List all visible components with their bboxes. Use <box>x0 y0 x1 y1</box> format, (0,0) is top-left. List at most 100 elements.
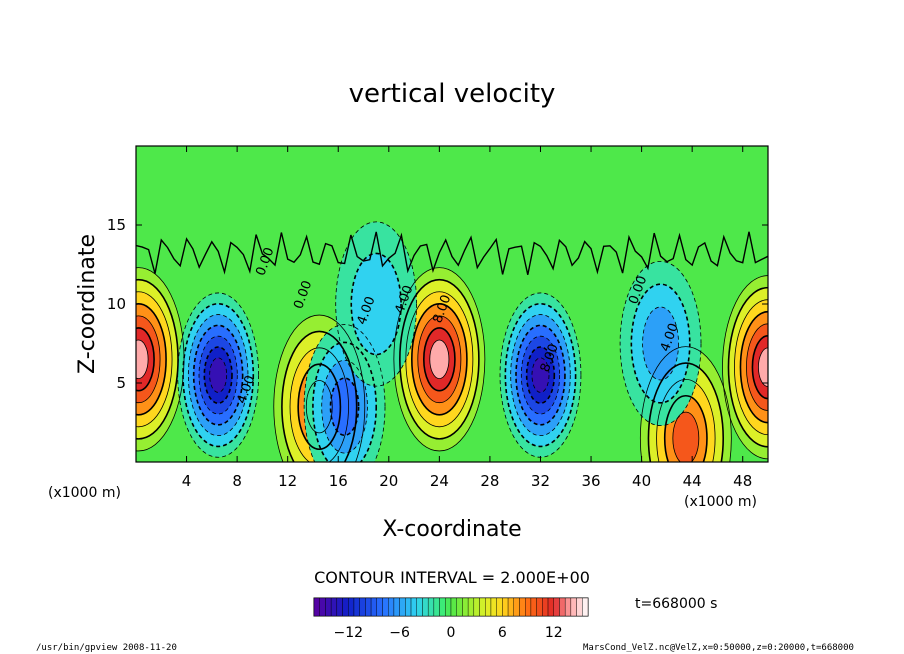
contour-line <box>393 267 486 452</box>
field-cell <box>531 357 549 393</box>
contour-line <box>335 221 418 387</box>
contour-line <box>303 324 386 462</box>
colorbar-segment <box>422 597 429 617</box>
x-tick-label: 40 <box>632 472 651 490</box>
contour-line <box>136 315 161 404</box>
y-tick-label: 10 <box>107 295 126 313</box>
contour-line <box>399 278 480 440</box>
y-tick-label: 5 <box>116 374 126 392</box>
contour-line <box>727 286 768 448</box>
contour-line <box>182 302 255 448</box>
contour-line <box>203 346 233 405</box>
colorbar-segment <box>456 597 463 617</box>
contour-line <box>136 267 185 452</box>
y-axis-label: Z-coordinate <box>75 234 100 374</box>
colorbar-segment <box>576 597 583 617</box>
contour-line <box>417 315 462 404</box>
colorbar-segment <box>519 597 526 617</box>
field-cell <box>209 357 227 393</box>
contour-line <box>281 330 358 462</box>
colorbar-segment <box>359 597 366 617</box>
field-cell <box>642 306 679 381</box>
colorbar-segment <box>467 597 475 617</box>
colorbar-segment <box>353 597 360 617</box>
contour-line <box>525 346 556 405</box>
contour-line <box>305 380 333 434</box>
colorbar-segment <box>336 597 343 617</box>
contour-line <box>209 357 228 393</box>
contour-line <box>187 314 249 437</box>
colorbar-segment <box>445 597 452 617</box>
footer-right: MarsCond_VelZ.nc@VelZ,x=0:50000,z=0:2000… <box>583 643 854 653</box>
x-tick-label: 36 <box>581 472 600 490</box>
field-cell <box>136 340 149 379</box>
colorbar-segment <box>462 597 469 617</box>
contour-line <box>136 291 173 428</box>
contour-line <box>510 314 571 437</box>
contour-line <box>329 377 360 437</box>
contour-line <box>289 347 349 462</box>
colorbar-segment <box>388 597 395 617</box>
contour-line <box>663 394 708 462</box>
colorbar-segment <box>370 597 377 617</box>
colorbar-tick-label: −12 <box>333 625 363 641</box>
colorbar-segment <box>490 597 497 617</box>
colorbar-tick-label: 12 <box>545 625 563 641</box>
x-tick-label: 16 <box>329 472 348 490</box>
colorbar-segment <box>536 597 543 617</box>
colorbar-segment <box>399 597 406 617</box>
colorbar-segment <box>507 597 514 617</box>
colorbar-segment <box>427 597 435 617</box>
colorbar-segment <box>473 597 480 617</box>
colorbar-segment <box>433 597 440 617</box>
contour-line <box>136 339 149 379</box>
x-tick-label: 4 <box>182 472 192 490</box>
contour-line <box>739 310 768 424</box>
x-tick-label: 28 <box>480 472 499 490</box>
contour-line <box>192 324 244 426</box>
contour-line <box>429 339 450 379</box>
contour-line <box>422 327 456 392</box>
colorbar-segment <box>559 597 566 617</box>
contour-line <box>642 306 679 381</box>
colorbar-segment <box>502 597 509 617</box>
colorbar-segment <box>342 597 349 617</box>
colorbar-segment <box>410 597 417 617</box>
colorbar-tick-labels: −12 −6 0 6 12 <box>333 625 562 641</box>
colorbar-segment <box>582 597 589 617</box>
contour-line <box>531 357 550 393</box>
x-tick-label: 12 <box>278 472 297 490</box>
colorbar-segment <box>325 597 332 617</box>
x-axis: 4 8 12 16 20 24 28 32 36 40 44 48 <box>182 146 752 490</box>
contour-line <box>734 299 768 436</box>
chart-title: vertical velocity <box>349 79 556 109</box>
contour-line <box>312 341 378 462</box>
contour-line <box>297 363 342 451</box>
x-tick-label: 32 <box>531 472 550 490</box>
contour-line <box>350 252 402 356</box>
contour-line <box>758 347 768 387</box>
x-tick-label: 24 <box>430 472 449 490</box>
footer-left: /usr/bin/gpview 2008-11-20 <box>36 643 177 653</box>
colorbar-segment <box>479 597 486 617</box>
contour-line <box>656 379 716 462</box>
contour-line <box>136 327 155 392</box>
y-axis: 5 10 15 <box>107 216 768 392</box>
y-tick-label: 15 <box>107 216 126 234</box>
colorbar-segment <box>405 597 412 617</box>
x-tick-label: 8 <box>232 472 242 490</box>
contour-line-zero <box>136 231 768 275</box>
colorbar-segment <box>382 597 389 617</box>
contour-line <box>647 362 725 462</box>
field-cell <box>429 340 449 379</box>
contour-line <box>746 323 768 411</box>
x-tick-label: 44 <box>683 472 702 490</box>
colorbar-segment <box>365 597 372 617</box>
contour-line <box>273 314 366 462</box>
field-cell <box>758 347 768 387</box>
x-tick-label: 48 <box>733 472 752 490</box>
x-axis-label: X-coordinate <box>382 517 521 542</box>
contour-line <box>619 260 702 427</box>
x-tick-label: 20 <box>379 472 398 490</box>
